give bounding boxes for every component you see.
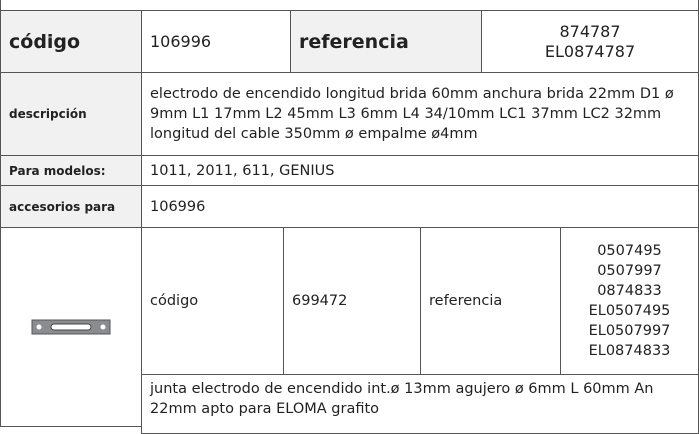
- gasket-hole: [50, 323, 92, 331]
- gasket-icon: [31, 319, 111, 335]
- referencia: 0874833: [597, 283, 662, 299]
- row-label: Para modelos:: [0, 155, 142, 186]
- codigo-label: código: [0, 10, 142, 73]
- acc-description: junta electrodo de encendido int.ø 13mm …: [141, 374, 699, 434]
- referencia: EL0874787: [544, 41, 636, 61]
- accessory-image-cell: [0, 227, 142, 427]
- codigo: 106996: [141, 10, 291, 73]
- referencia: 0507495: [597, 243, 662, 259]
- gasket-hole: [36, 324, 42, 330]
- acc-referencias: 0507495 0507997 0874833 EL0507495 EL0507…: [560, 227, 699, 375]
- referencia: EL0874833: [588, 343, 671, 359]
- row-label: descripción: [0, 72, 142, 156]
- row-label: accesorios para: [0, 185, 142, 228]
- referencias: 874787 EL0874787: [481, 10, 699, 73]
- referencia: EL0507997: [588, 323, 671, 339]
- row-value: 1011, 2011, 611, GENIUS: [141, 155, 699, 186]
- acc-referencia-label: referencia: [420, 227, 561, 375]
- row-value: 106996: [141, 185, 699, 228]
- acc-codigo: 699472: [283, 227, 421, 375]
- acc-codigo-label: código: [141, 227, 284, 375]
- row-value: electrodo de encendido longitud brida 60…: [141, 72, 699, 156]
- referencia-label: referencia: [290, 10, 482, 73]
- referencia: 0507997: [597, 263, 662, 279]
- referencia: 874787: [559, 21, 621, 41]
- gasket-hole: [100, 324, 106, 330]
- referencia: EL0507495: [588, 303, 671, 319]
